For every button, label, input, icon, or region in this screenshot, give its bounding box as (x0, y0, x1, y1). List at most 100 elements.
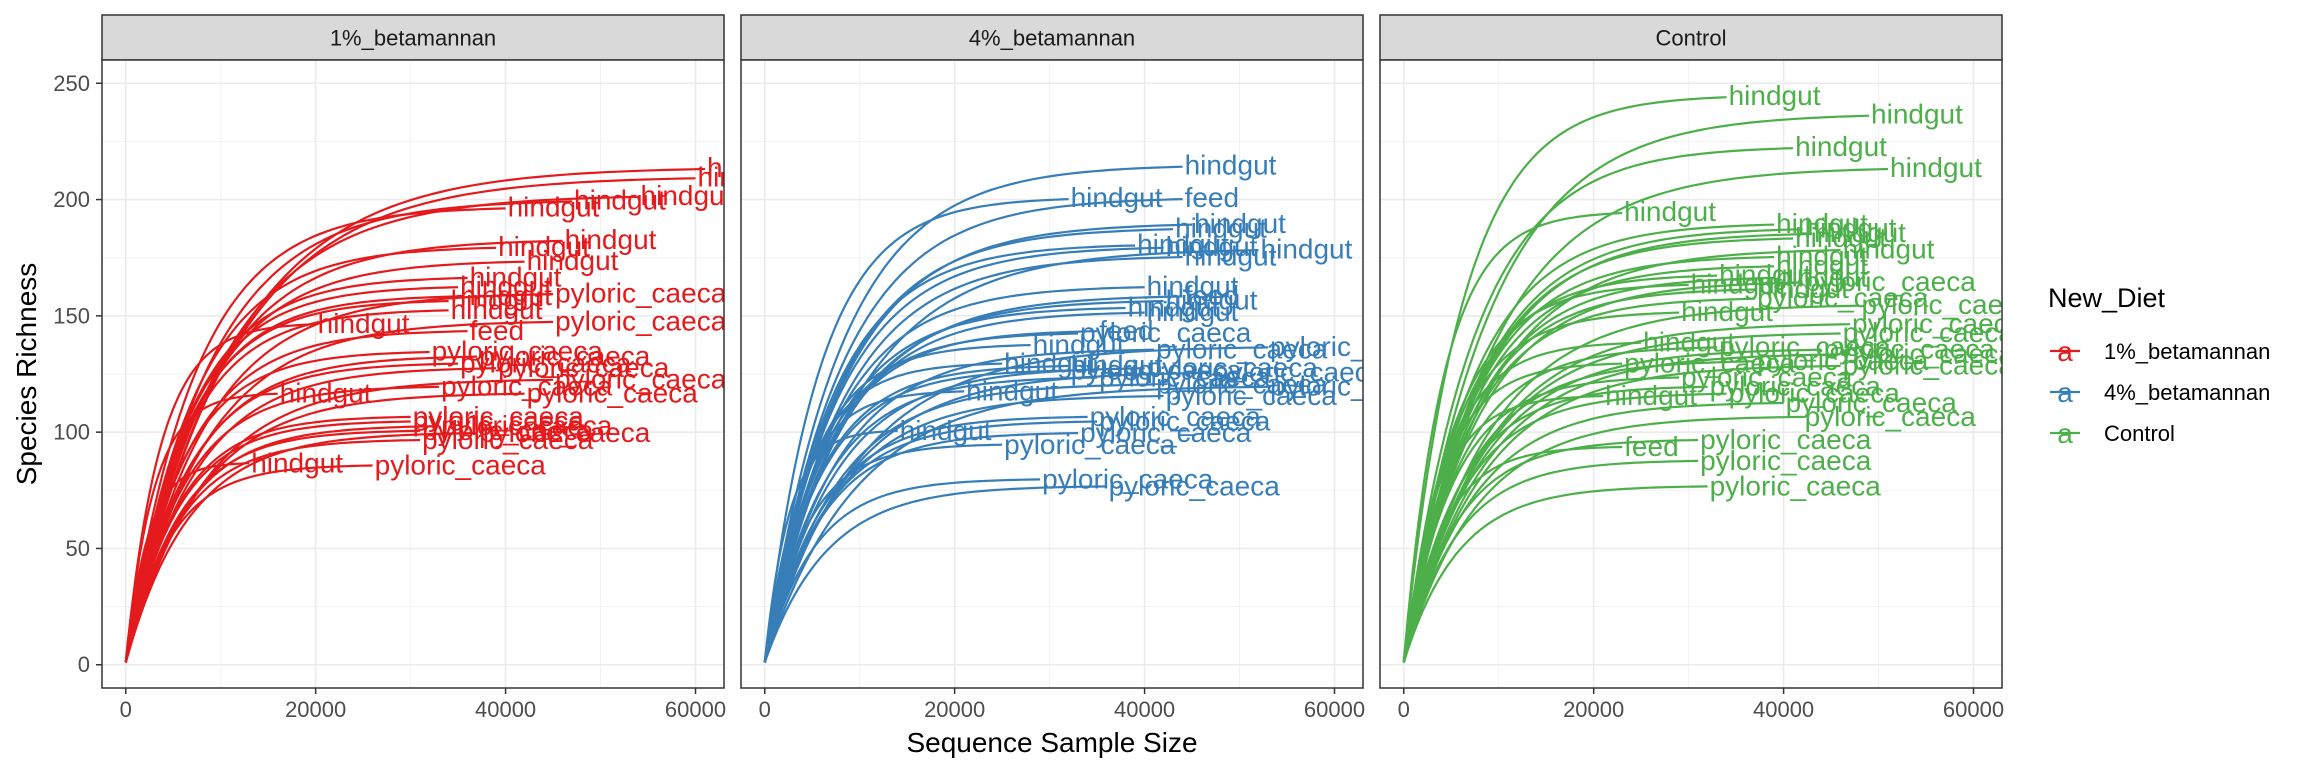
panel-border (101, 59, 725, 689)
curve-label: hindgut (251, 447, 343, 478)
curve-label: pyloric_caeca (1805, 266, 1977, 297)
curve-label: hindgut (1624, 196, 1716, 227)
curve-label: hindgut (460, 280, 552, 311)
curve-label: feed (1185, 280, 1240, 311)
curve-label: pyloric_caeca (1729, 378, 1901, 409)
legend-title: New_Diet (2048, 283, 2166, 313)
x-tick-label: 20000 (924, 697, 985, 722)
curve-label: pyloric_caeca (555, 364, 727, 395)
curve-label: hindgut (1033, 329, 1125, 360)
curve-label: pyloric_caeca (1843, 350, 2015, 381)
x-tick-label: 20000 (1563, 697, 1624, 722)
curve-label: hindgut (698, 161, 790, 192)
rarefaction-curve (1402, 394, 1604, 663)
curve-label: pyloric_caeca (1786, 387, 1958, 418)
curve-label: pyloric_caeca (527, 378, 699, 409)
curve-label: hindgut (1729, 80, 1821, 111)
panel-border (1379, 59, 2003, 689)
curve-label: pyloric_caeca (422, 415, 594, 446)
curve-label: pyloric_caeca (1080, 317, 1252, 348)
curve-label: pyloric_caeca (1099, 361, 1271, 392)
curve-label: pyloric_caeca (1843, 338, 2015, 369)
x-tick-label: 40000 (1753, 697, 1814, 722)
curve-label: hindgut (1175, 212, 1267, 243)
rarefaction-curve (124, 462, 250, 663)
panel-border (740, 59, 1364, 689)
curve-label: pyloric_caeca (479, 340, 651, 371)
curve-label: pyloric_caeca (1719, 331, 1891, 362)
curve-label: hindgut (574, 185, 666, 216)
legend-key-glyph: a (2057, 336, 2073, 367)
rarefaction-curve (1402, 485, 1708, 664)
curve-label: pyloric_caeca (555, 278, 727, 309)
facet-panels: 1%_betamannanhindguthindguthindguthindgu… (101, 14, 2034, 689)
curve-label: pyloric_caeca (1099, 406, 1271, 437)
rarefaction-curve (1402, 392, 1727, 663)
legend-key-glyph: a (2057, 377, 2073, 408)
curve-label: hindgut (1071, 350, 1163, 381)
curve-label: hindgut (565, 224, 657, 255)
curve-label: pyloric_caeca (413, 406, 585, 437)
curve-label: hindgut (1166, 285, 1258, 316)
curve-label: hindgut (1643, 326, 1735, 357)
curve-label: pyloric_caeca (555, 306, 727, 337)
y-tick-label: 200 (53, 187, 90, 212)
curve-label: pyloric_caeca (1270, 371, 1442, 402)
curve-label: hindgut (280, 378, 372, 409)
y-tick-label: 50 (66, 536, 90, 561)
curve-group: hindguthindguthindguthindguthindguthindg… (124, 152, 790, 663)
curve-label: pyloric_caeca (1166, 380, 1338, 411)
rarefaction-curve (124, 464, 373, 663)
rarefaction-curve (1402, 438, 1699, 663)
curve-label: pyloric_caeca (1700, 424, 1872, 455)
curve-label: hindgut (1776, 250, 1868, 281)
y-axis-title: Species Richness (11, 263, 42, 486)
x-tick-label: 40000 (1114, 697, 1175, 722)
x-tick-label: 60000 (1304, 697, 1365, 722)
x-tick-label: 20000 (285, 697, 346, 722)
curve-label: pyloric_caeca (1681, 361, 1853, 392)
rarefaction-curve (763, 429, 898, 663)
x-axis-title: Sequence Sample Size (906, 727, 1197, 758)
curve-label: feed (1185, 182, 1240, 213)
facet-strip (1379, 14, 2003, 61)
curve-label: pyloric_caeca (1147, 352, 1319, 383)
curve-label: hindgut (1194, 208, 1286, 239)
curve-label: pyloric_caeca (1862, 289, 2034, 320)
curve-label: hindgut (451, 294, 543, 325)
curve-label: pyloric_caeca (1042, 464, 1214, 495)
rarefaction-curve (763, 443, 1003, 663)
curve-label: hindgut (1147, 271, 1239, 302)
curve-label: hindgut (470, 261, 562, 292)
curve-label: pyloric_caeca (1109, 471, 1281, 502)
curve-label: pyloric_caeca (1213, 357, 1385, 388)
rarefaction-curve (1402, 211, 1623, 663)
curve-label: hindgut (1691, 268, 1783, 299)
x-tick-label: 0 (759, 697, 771, 722)
curve-label: pyloric_caeca (1156, 368, 1328, 399)
curve-label: pyloric_caeca (432, 336, 604, 367)
curve-label: hindgut (498, 231, 590, 262)
curve-label: pyloric_caeca (1090, 401, 1262, 432)
y-tick-label: 100 (53, 420, 90, 445)
curve-label: pyloric_caeca (375, 450, 547, 481)
curve-label: pyloric_caeca (441, 371, 613, 402)
curve-label: hindgut (1814, 217, 1906, 248)
x-tick-label: 0 (120, 697, 132, 722)
curve-label: hindgut (1805, 212, 1897, 243)
curve-label: hindgut (1004, 347, 1096, 378)
curve-label: hindgut (966, 375, 1058, 406)
legend-label: 1%_betamannan (2104, 339, 2270, 364)
curve-label: hindgut (1681, 296, 1773, 327)
curve-label: hindgut (1128, 292, 1220, 323)
curve-label: pyloric_caeca (1757, 345, 1929, 376)
curve-label: hindgut (900, 415, 992, 446)
curve-label: pyloric_caeca (1071, 354, 1243, 385)
curve-label: hindgut (1137, 229, 1229, 260)
curve-label: hindgut (1185, 150, 1277, 181)
